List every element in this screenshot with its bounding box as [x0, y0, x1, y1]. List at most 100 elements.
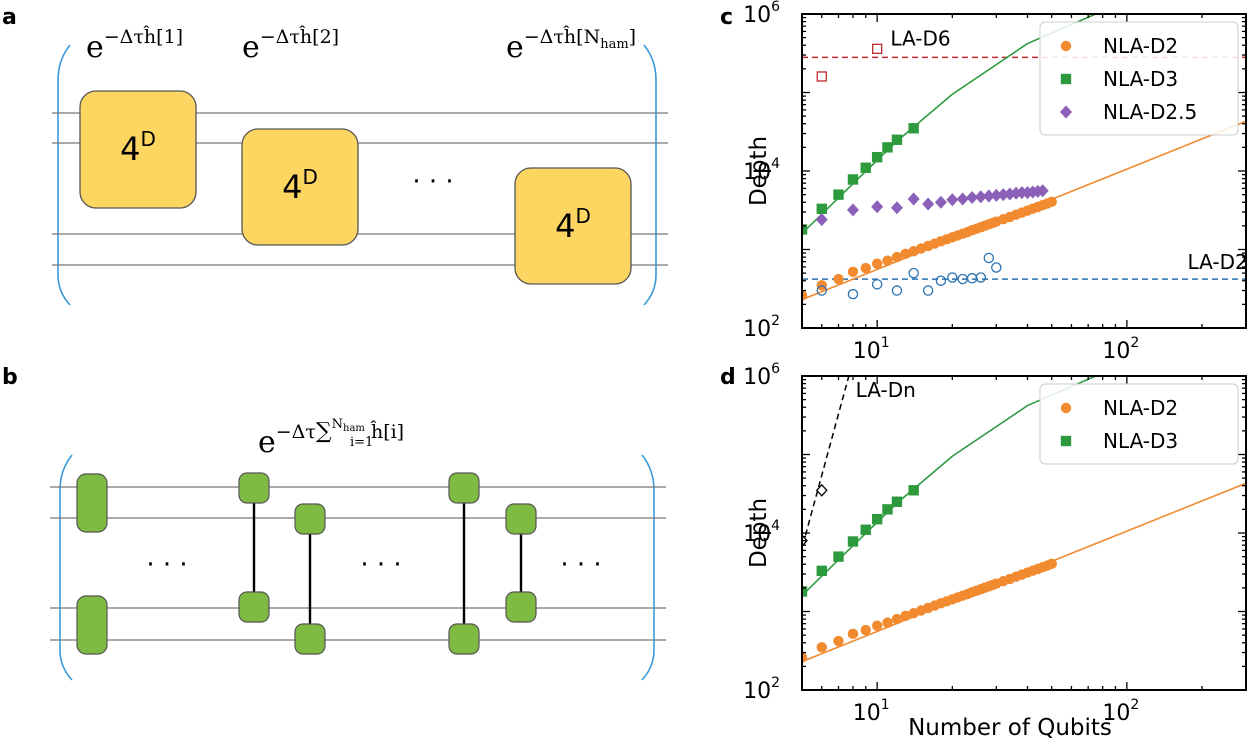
- legend-marker: [1060, 40, 1072, 52]
- data-point: [860, 524, 871, 535]
- data-point: [882, 255, 893, 266]
- legend-label: NLA-D2.5: [1103, 100, 1197, 124]
- data-point: [890, 201, 903, 215]
- data-point: [816, 285, 828, 296]
- data-point: [1036, 184, 1049, 198]
- legend: NLA-D2 NLA-D3 NLA-D2.5: [1039, 21, 1239, 136]
- data-point: [983, 252, 995, 264]
- panel-b-sum-lower: i=1: [350, 435, 373, 450]
- data-point: [935, 275, 947, 286]
- data-point: [802, 652, 808, 663]
- data-point: [882, 142, 893, 153]
- x-tick-label: 102: [1102, 335, 1139, 364]
- data-point: [891, 285, 903, 296]
- panel-a-gate-2: 4D: [241, 128, 359, 246]
- y-tick-label: 104: [743, 156, 780, 185]
- panel-b-two-qubit-gate-4: [505, 503, 537, 623]
- panel-a: a e−Δτĥ[1] e−Δτĥ[2] e−Δτĥ[Nham] 4D 4D: [2, 5, 668, 306]
- panel-b: b e−Δτ∑Nham ĥ[i] i=1 · · ·: [2, 365, 666, 681]
- data-point: [860, 624, 871, 636]
- panel-b-ellipsis-1: · · ·: [146, 550, 187, 580]
- data-point: [1046, 558, 1057, 570]
- data-point: [1046, 196, 1057, 208]
- data-point: [802, 290, 808, 301]
- data-point: [847, 288, 859, 300]
- fit-line: [802, 14, 1096, 235]
- panel-b-gate-tall-top: [76, 473, 108, 533]
- panel-b-ellipsis-3: · · ·: [560, 550, 601, 580]
- data-point: [891, 496, 903, 507]
- data-point: [816, 203, 827, 214]
- data-point: [991, 262, 1002, 273]
- plot-area: [802, 376, 1246, 663]
- legend-frame: [1039, 383, 1239, 465]
- x-tick-label: 101: [853, 697, 890, 726]
- panel-a-letter: a: [2, 5, 17, 30]
- data-point: [833, 551, 844, 562]
- y-tick-label: 104: [743, 518, 780, 547]
- chart-c: 101 102102104106DepthLA-D6LA-D2NLA-D2NLA-…: [743, 0, 1248, 364]
- data-point: [975, 272, 987, 283]
- plot-area: [802, 14, 1246, 301]
- data-point: [860, 162, 871, 173]
- data-point: [871, 200, 884, 214]
- x-tick-label: 102: [1102, 697, 1139, 726]
- y-tick-label: 106: [743, 0, 780, 28]
- legend-label: NLA-D3: [1103, 429, 1178, 453]
- data-point: [908, 267, 919, 279]
- panel-b-left-bracket: [59, 454, 73, 681]
- legend-marker: [1060, 105, 1072, 119]
- legend-frame: [1039, 21, 1239, 136]
- x-axis-label: Number of Qubits: [908, 715, 1112, 741]
- legend-label: NLA-D3: [1103, 67, 1178, 91]
- data-point: [833, 635, 844, 647]
- y-axis-label: Depth: [746, 498, 772, 568]
- panel-b-ellipsis-2: · · ·: [360, 550, 401, 580]
- data-point: [891, 613, 903, 625]
- data-point: [833, 273, 844, 285]
- data-point: [966, 190, 979, 204]
- data-point: [907, 192, 920, 206]
- panel-b-two-qubit-gate-1: [238, 472, 270, 623]
- panel-b-two-qubit-gate-2: [294, 503, 326, 655]
- data-point: [871, 279, 883, 290]
- panel-a-right-bracket: [643, 44, 657, 306]
- data-point: [974, 190, 987, 204]
- legend-label: NLA-D2: [1103, 396, 1178, 420]
- reference-line-label: LA-D6: [890, 26, 950, 50]
- reference-line-label: LA-D2: [1188, 250, 1248, 274]
- data-point: [966, 273, 978, 284]
- data-point: [982, 189, 995, 203]
- data-point: [956, 192, 969, 206]
- data-point: [847, 174, 859, 185]
- panel-a-gate-3: 4D: [514, 167, 632, 285]
- data-point: [872, 43, 883, 54]
- panel-d-letter: d: [720, 365, 736, 390]
- y-tick-label: 102: [743, 313, 780, 342]
- reference-line-label: LA-Dn: [856, 378, 916, 402]
- panel-b-label: e−Δτ∑Nham ĥ[i]: [258, 417, 404, 460]
- panel-a-gate-1: 4D: [79, 90, 197, 209]
- panel-a-label-3: e−Δτĥ[Nham]: [506, 25, 636, 65]
- data-point: [891, 134, 903, 145]
- data-point: [922, 197, 935, 211]
- legend-marker: [1060, 402, 1072, 414]
- data-point: [882, 504, 893, 515]
- data-point: [908, 485, 919, 496]
- data-point: [908, 123, 919, 134]
- panel-b-right-bracket: [641, 454, 655, 681]
- data-point: [815, 213, 828, 227]
- legend-label: NLA-D2: [1103, 34, 1178, 58]
- panel-b-wires: [50, 486, 666, 641]
- panel-a-left-bracket: [57, 44, 71, 306]
- data-point: [900, 248, 911, 260]
- data-point: [816, 565, 827, 576]
- svg-text:4D: 4D: [282, 165, 318, 206]
- panel-a-label-1: e−Δτĥ[1]: [86, 25, 183, 65]
- data-point: [882, 617, 893, 628]
- data-point: [833, 189, 844, 200]
- data-point: [847, 536, 859, 547]
- data-point: [871, 258, 883, 269]
- x-tick-label: 101: [853, 335, 890, 364]
- data-point: [891, 251, 903, 263]
